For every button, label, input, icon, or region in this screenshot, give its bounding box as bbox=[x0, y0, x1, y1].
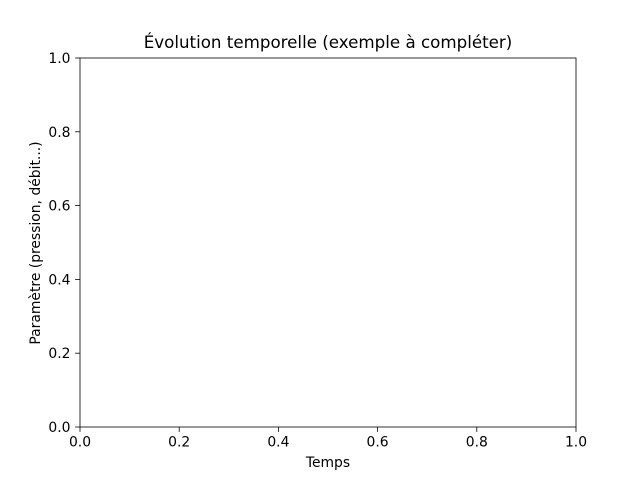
x-axis-label: Temps bbox=[305, 455, 350, 471]
y-tick-label: 0.0 bbox=[48, 420, 70, 436]
x-tick-label: 0.4 bbox=[267, 435, 289, 451]
y-tick-label: 0.2 bbox=[48, 346, 70, 362]
x-tick-label: 0.8 bbox=[466, 435, 488, 451]
x-axis-ticks: 0.0 0.2 0.4 0.6 0.8 1.0 bbox=[69, 427, 587, 451]
x-tick-label: 0.6 bbox=[367, 435, 389, 451]
y-tick-label: 0.8 bbox=[48, 125, 70, 141]
x-tick-label: 1.0 bbox=[565, 435, 587, 451]
plot-area bbox=[79, 57, 577, 428]
y-axis-ticks: 0.0 0.2 0.4 0.6 0.8 1.0 bbox=[48, 51, 80, 436]
y-tick-label: 1.0 bbox=[48, 51, 70, 67]
y-axis-label: Paramètre (pression, débit...) bbox=[28, 141, 44, 344]
y-tick-label: 0.4 bbox=[48, 272, 70, 288]
chart-title: Évolution temporelle (exemple à compléte… bbox=[144, 32, 513, 52]
y-tick-label: 0.6 bbox=[48, 199, 70, 215]
x-tick-label: 0.2 bbox=[168, 435, 190, 451]
x-tick-label: 0.0 bbox=[69, 435, 91, 451]
axes-frame bbox=[79, 57, 577, 428]
